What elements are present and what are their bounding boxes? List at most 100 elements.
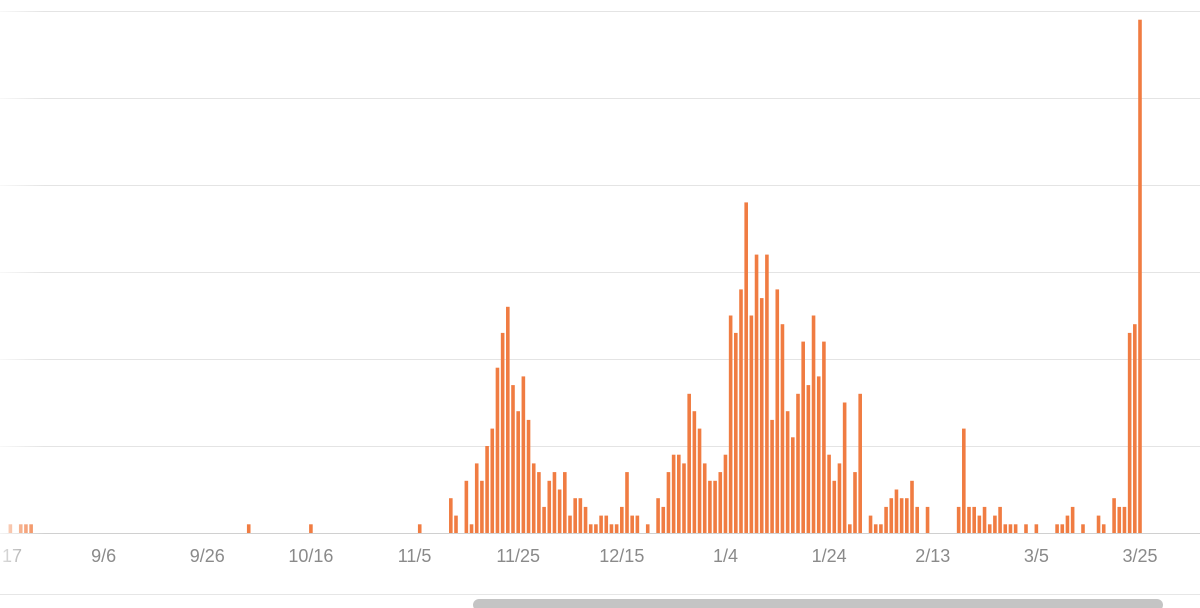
bar: [500, 332, 505, 533]
bar: [827, 454, 831, 533]
bar: [526, 419, 531, 533]
bar: [977, 515, 982, 533]
bar: [563, 472, 567, 533]
bar: [998, 506, 1002, 533]
bar: [454, 515, 458, 533]
bar: [578, 498, 583, 533]
x-tick-label: 11/5: [398, 546, 432, 566]
bar: [588, 524, 593, 533]
bar: [816, 376, 821, 533]
bar: [573, 498, 577, 533]
bar: [682, 463, 686, 533]
bar: [713, 480, 717, 533]
bar: [506, 306, 510, 533]
bar: [754, 254, 759, 533]
bar: [645, 524, 650, 533]
bar: [485, 446, 489, 533]
bar: [1122, 506, 1127, 533]
bar: [853, 472, 857, 533]
bar: [495, 367, 500, 533]
bar: [848, 524, 852, 533]
bar: [1127, 332, 1132, 533]
bar: [417, 524, 422, 533]
bar: [842, 402, 847, 533]
bar: [537, 472, 541, 533]
bar: [1138, 19, 1142, 533]
bar: [568, 515, 572, 533]
bar: [796, 393, 800, 533]
bar: [687, 393, 691, 533]
bar: [1117, 506, 1122, 533]
bar: [987, 524, 992, 533]
bar: [962, 428, 966, 533]
x-tick-label: 9/6: [91, 546, 116, 566]
bar: [480, 480, 484, 533]
bar: [801, 341, 805, 533]
bar: [775, 289, 780, 533]
bar: [1024, 524, 1028, 533]
x-tick-label: 10/16: [288, 546, 333, 566]
bar: [770, 419, 774, 533]
bar: [552, 472, 557, 533]
x-axis: 179/69/2610/1611/511/2512/151/41/242/133…: [2, 546, 1158, 566]
bar: [1112, 498, 1116, 533]
bar: [972, 506, 976, 533]
bar: [1055, 524, 1059, 533]
bar: [791, 437, 795, 533]
bar: [547, 480, 552, 533]
bar: [469, 524, 474, 533]
bar: [511, 385, 515, 533]
bar: [474, 463, 479, 533]
bar: [671, 454, 676, 533]
bar: [521, 376, 526, 533]
bars: [8, 19, 1142, 533]
bar: [858, 393, 862, 533]
bar: [604, 515, 609, 533]
x-tick-label: 1/24: [812, 546, 847, 566]
scrollbar-thumb[interactable]: [473, 599, 1163, 608]
bar: [583, 506, 588, 533]
bar: [708, 480, 712, 533]
bar: [635, 515, 640, 533]
bar: [692, 411, 697, 533]
bar: [246, 524, 251, 533]
bar: [734, 332, 738, 533]
bar: [780, 324, 785, 533]
bar: [516, 411, 520, 533]
bar: [822, 341, 826, 533]
bar: [614, 524, 619, 533]
x-tick-label: 11/25: [496, 546, 540, 566]
bar: [723, 454, 728, 533]
bar: [1081, 524, 1085, 533]
bar: [309, 524, 313, 533]
bar: [1065, 515, 1070, 533]
bar: [749, 315, 754, 533]
grid: [0, 11, 1200, 534]
bar: [599, 515, 603, 533]
bar: [620, 506, 624, 533]
bar: [1013, 524, 1018, 533]
edge-fade: [0, 0, 45, 580]
bar: [925, 506, 930, 533]
bar: [656, 498, 660, 533]
bar: [666, 472, 671, 533]
bar: [490, 428, 495, 533]
bar: [739, 289, 743, 533]
bar: [677, 454, 681, 533]
bar: [594, 524, 598, 533]
x-tick-label: 1/4: [713, 546, 738, 566]
bar: [609, 524, 614, 533]
bar: [982, 506, 987, 533]
bar: [785, 411, 790, 533]
x-tick-label: 3/5: [1024, 546, 1049, 566]
bar: [910, 480, 914, 533]
bar: [1096, 515, 1101, 533]
x-tick-label: 2/13: [915, 546, 950, 566]
x-tick-label: 12/15: [599, 546, 644, 566]
bar: [899, 498, 904, 533]
bar: [967, 506, 971, 533]
bar: [1133, 324, 1137, 533]
bar: [894, 489, 899, 533]
bar: [993, 515, 997, 533]
